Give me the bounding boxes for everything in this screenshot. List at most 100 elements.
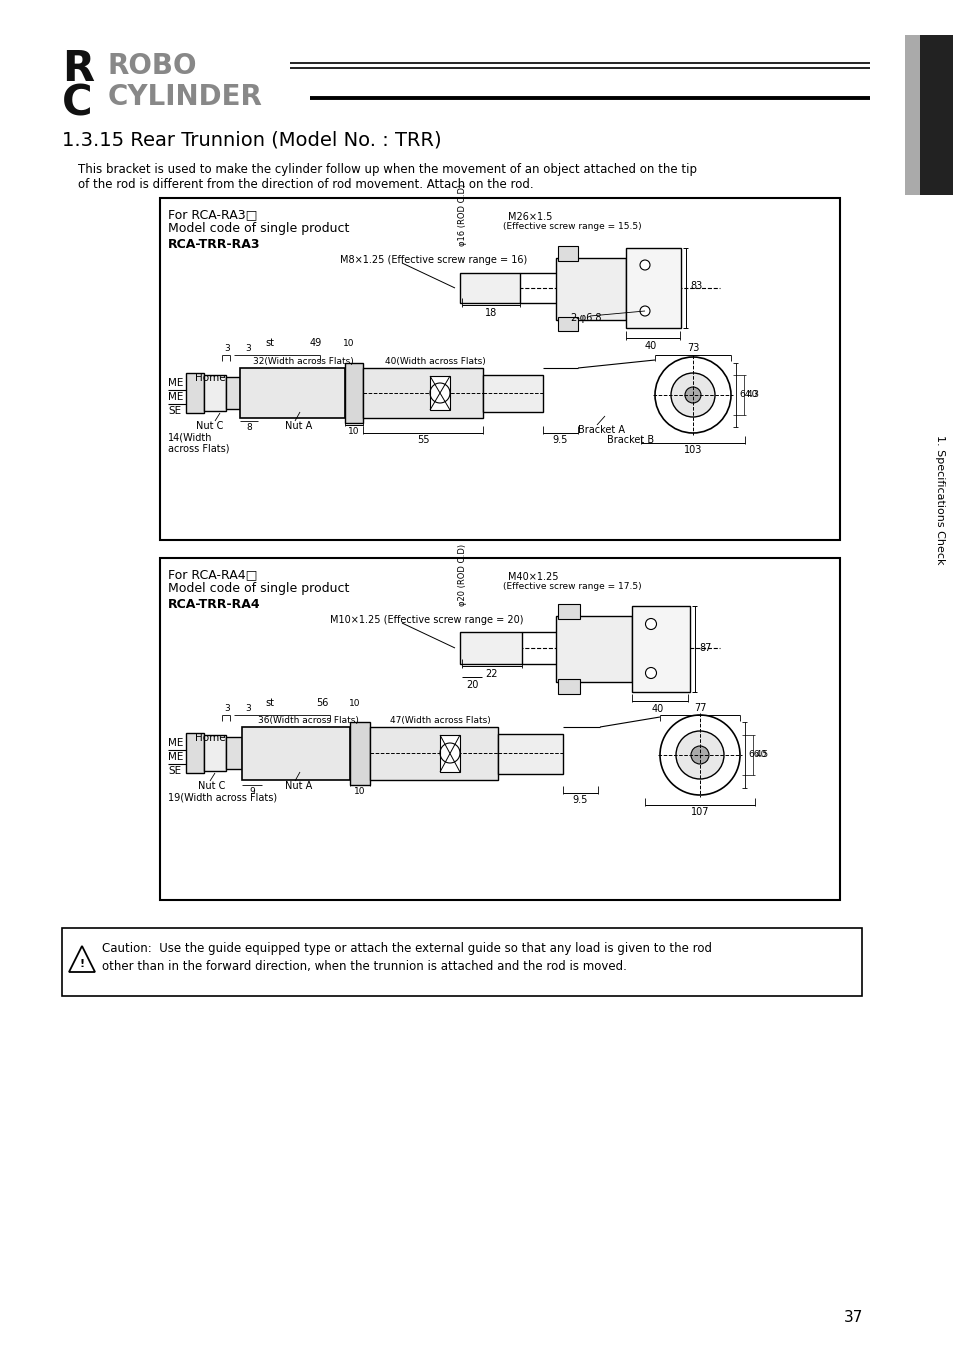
Text: Nut A: Nut A — [285, 782, 312, 791]
Text: across Flats): across Flats) — [168, 444, 230, 454]
Text: ROBO: ROBO — [108, 53, 197, 80]
Circle shape — [639, 261, 649, 270]
Text: Caution:  Use the guide equipped type or attach the external guide so that any l: Caution: Use the guide equipped type or … — [102, 942, 711, 954]
Bar — [439, 734, 459, 772]
Circle shape — [684, 387, 700, 404]
Text: For RCA-RA3□: For RCA-RA3□ — [168, 208, 257, 221]
Text: 40: 40 — [755, 751, 766, 760]
Bar — [204, 734, 226, 771]
Text: Bracket B: Bracket B — [606, 435, 654, 446]
Text: SE: SE — [168, 765, 181, 776]
Text: RCA-TRR-RA4: RCA-TRR-RA4 — [168, 598, 260, 612]
Polygon shape — [69, 946, 95, 972]
Text: 47(Width across Flats): 47(Width across Flats) — [390, 716, 490, 725]
Text: 9: 9 — [249, 787, 254, 796]
Circle shape — [676, 730, 723, 779]
Bar — [240, 369, 345, 418]
Bar — [186, 373, 204, 413]
Bar — [186, 733, 204, 774]
Text: 3: 3 — [245, 344, 251, 352]
Circle shape — [670, 373, 714, 417]
Text: M40×1.25: M40×1.25 — [507, 572, 558, 582]
Bar — [497, 734, 562, 774]
Text: 20: 20 — [465, 680, 477, 690]
Text: 1. Specifications Check: 1. Specifications Check — [934, 435, 944, 564]
Bar — [904, 35, 953, 194]
Text: 32(Width across Flats): 32(Width across Flats) — [253, 356, 354, 366]
Text: Nut A: Nut A — [285, 421, 312, 431]
Text: 3: 3 — [245, 703, 251, 713]
Text: 10: 10 — [348, 427, 359, 436]
Text: R: R — [62, 49, 94, 90]
Text: 40: 40 — [644, 342, 657, 351]
Text: M8×1.25 (Effective screw range = 16): M8×1.25 (Effective screw range = 16) — [339, 255, 527, 265]
Text: CYLINDER: CYLINDER — [108, 82, 263, 111]
Text: st: st — [265, 698, 274, 707]
Text: 2-φ6.8: 2-φ6.8 — [569, 313, 601, 323]
Text: 19(Width across Flats): 19(Width across Flats) — [168, 792, 276, 803]
Text: Nut C: Nut C — [198, 782, 225, 791]
Text: 3: 3 — [224, 703, 230, 713]
Text: 10: 10 — [349, 699, 360, 707]
Text: st: st — [265, 338, 274, 348]
Text: 40(Width across Flats): 40(Width across Flats) — [385, 356, 485, 366]
Text: 8: 8 — [246, 423, 252, 432]
Text: Model code of single product: Model code of single product — [168, 221, 349, 235]
Text: 107: 107 — [690, 807, 708, 817]
Bar — [226, 377, 240, 409]
Text: M26×1.5: M26×1.5 — [507, 212, 552, 221]
Bar — [160, 198, 840, 540]
Text: φ20 (ROD O.D): φ20 (ROD O.D) — [457, 544, 467, 606]
Bar — [482, 375, 542, 412]
Text: 10: 10 — [354, 787, 365, 796]
Bar — [631, 606, 689, 693]
Text: RCA-TRR-RA3: RCA-TRR-RA3 — [168, 238, 260, 251]
Text: 103: 103 — [683, 446, 701, 455]
Text: ME: ME — [168, 738, 183, 748]
Circle shape — [645, 667, 656, 679]
Text: SE: SE — [168, 406, 181, 416]
Text: 14(Width: 14(Width — [168, 433, 213, 443]
Text: φ16 (ROD O.D): φ16 (ROD O.D) — [457, 184, 467, 246]
Text: 73: 73 — [686, 343, 699, 352]
Text: M10×1.25 (Effective screw range = 20): M10×1.25 (Effective screw range = 20) — [330, 616, 523, 625]
Text: Bracket A: Bracket A — [578, 425, 624, 435]
Bar — [370, 728, 497, 780]
Bar — [556, 616, 631, 682]
Bar — [160, 558, 840, 900]
Text: 3: 3 — [224, 344, 230, 352]
Text: C: C — [62, 82, 92, 126]
Text: !: ! — [79, 958, 85, 969]
Text: 40: 40 — [651, 703, 663, 714]
Text: This bracket is used to make the cylinder follow up when the movement of an obje: This bracket is used to make the cylinde… — [78, 163, 697, 176]
Bar — [62, 927, 862, 996]
Circle shape — [645, 618, 656, 629]
Bar — [204, 375, 226, 410]
Text: For RCA-RA4□: For RCA-RA4□ — [168, 568, 257, 580]
Bar — [363, 369, 482, 418]
Circle shape — [690, 747, 708, 764]
Text: 55: 55 — [416, 435, 429, 446]
Text: Home: Home — [194, 733, 226, 743]
Text: ME: ME — [168, 752, 183, 761]
Text: of the rod is different from the direction of rod movement. Attach on the rod.: of the rod is different from the directi… — [78, 178, 533, 190]
Bar — [919, 35, 953, 194]
Bar — [430, 377, 450, 410]
Bar — [625, 248, 680, 328]
Text: 37: 37 — [843, 1310, 862, 1324]
Text: Home: Home — [194, 373, 226, 383]
Text: 9.5: 9.5 — [552, 435, 567, 446]
Text: (Effective screw range = 15.5): (Effective screw range = 15.5) — [502, 221, 641, 231]
Text: 87: 87 — [699, 643, 711, 653]
Text: other than in the forward direction, when the trunnion is attached and the rod i: other than in the forward direction, whe… — [102, 960, 626, 973]
Bar — [558, 246, 578, 261]
Bar — [558, 603, 579, 620]
Bar — [242, 728, 350, 780]
Bar — [556, 258, 625, 320]
Text: 1.3.15 Rear Trunnion (Model No. : TRR): 1.3.15 Rear Trunnion (Model No. : TRR) — [62, 130, 441, 148]
Text: (Effective screw range = 17.5): (Effective screw range = 17.5) — [502, 582, 641, 591]
Text: 83: 83 — [689, 281, 701, 292]
Text: ME: ME — [168, 392, 183, 402]
Text: 18: 18 — [484, 308, 497, 319]
Text: 56: 56 — [315, 698, 328, 707]
